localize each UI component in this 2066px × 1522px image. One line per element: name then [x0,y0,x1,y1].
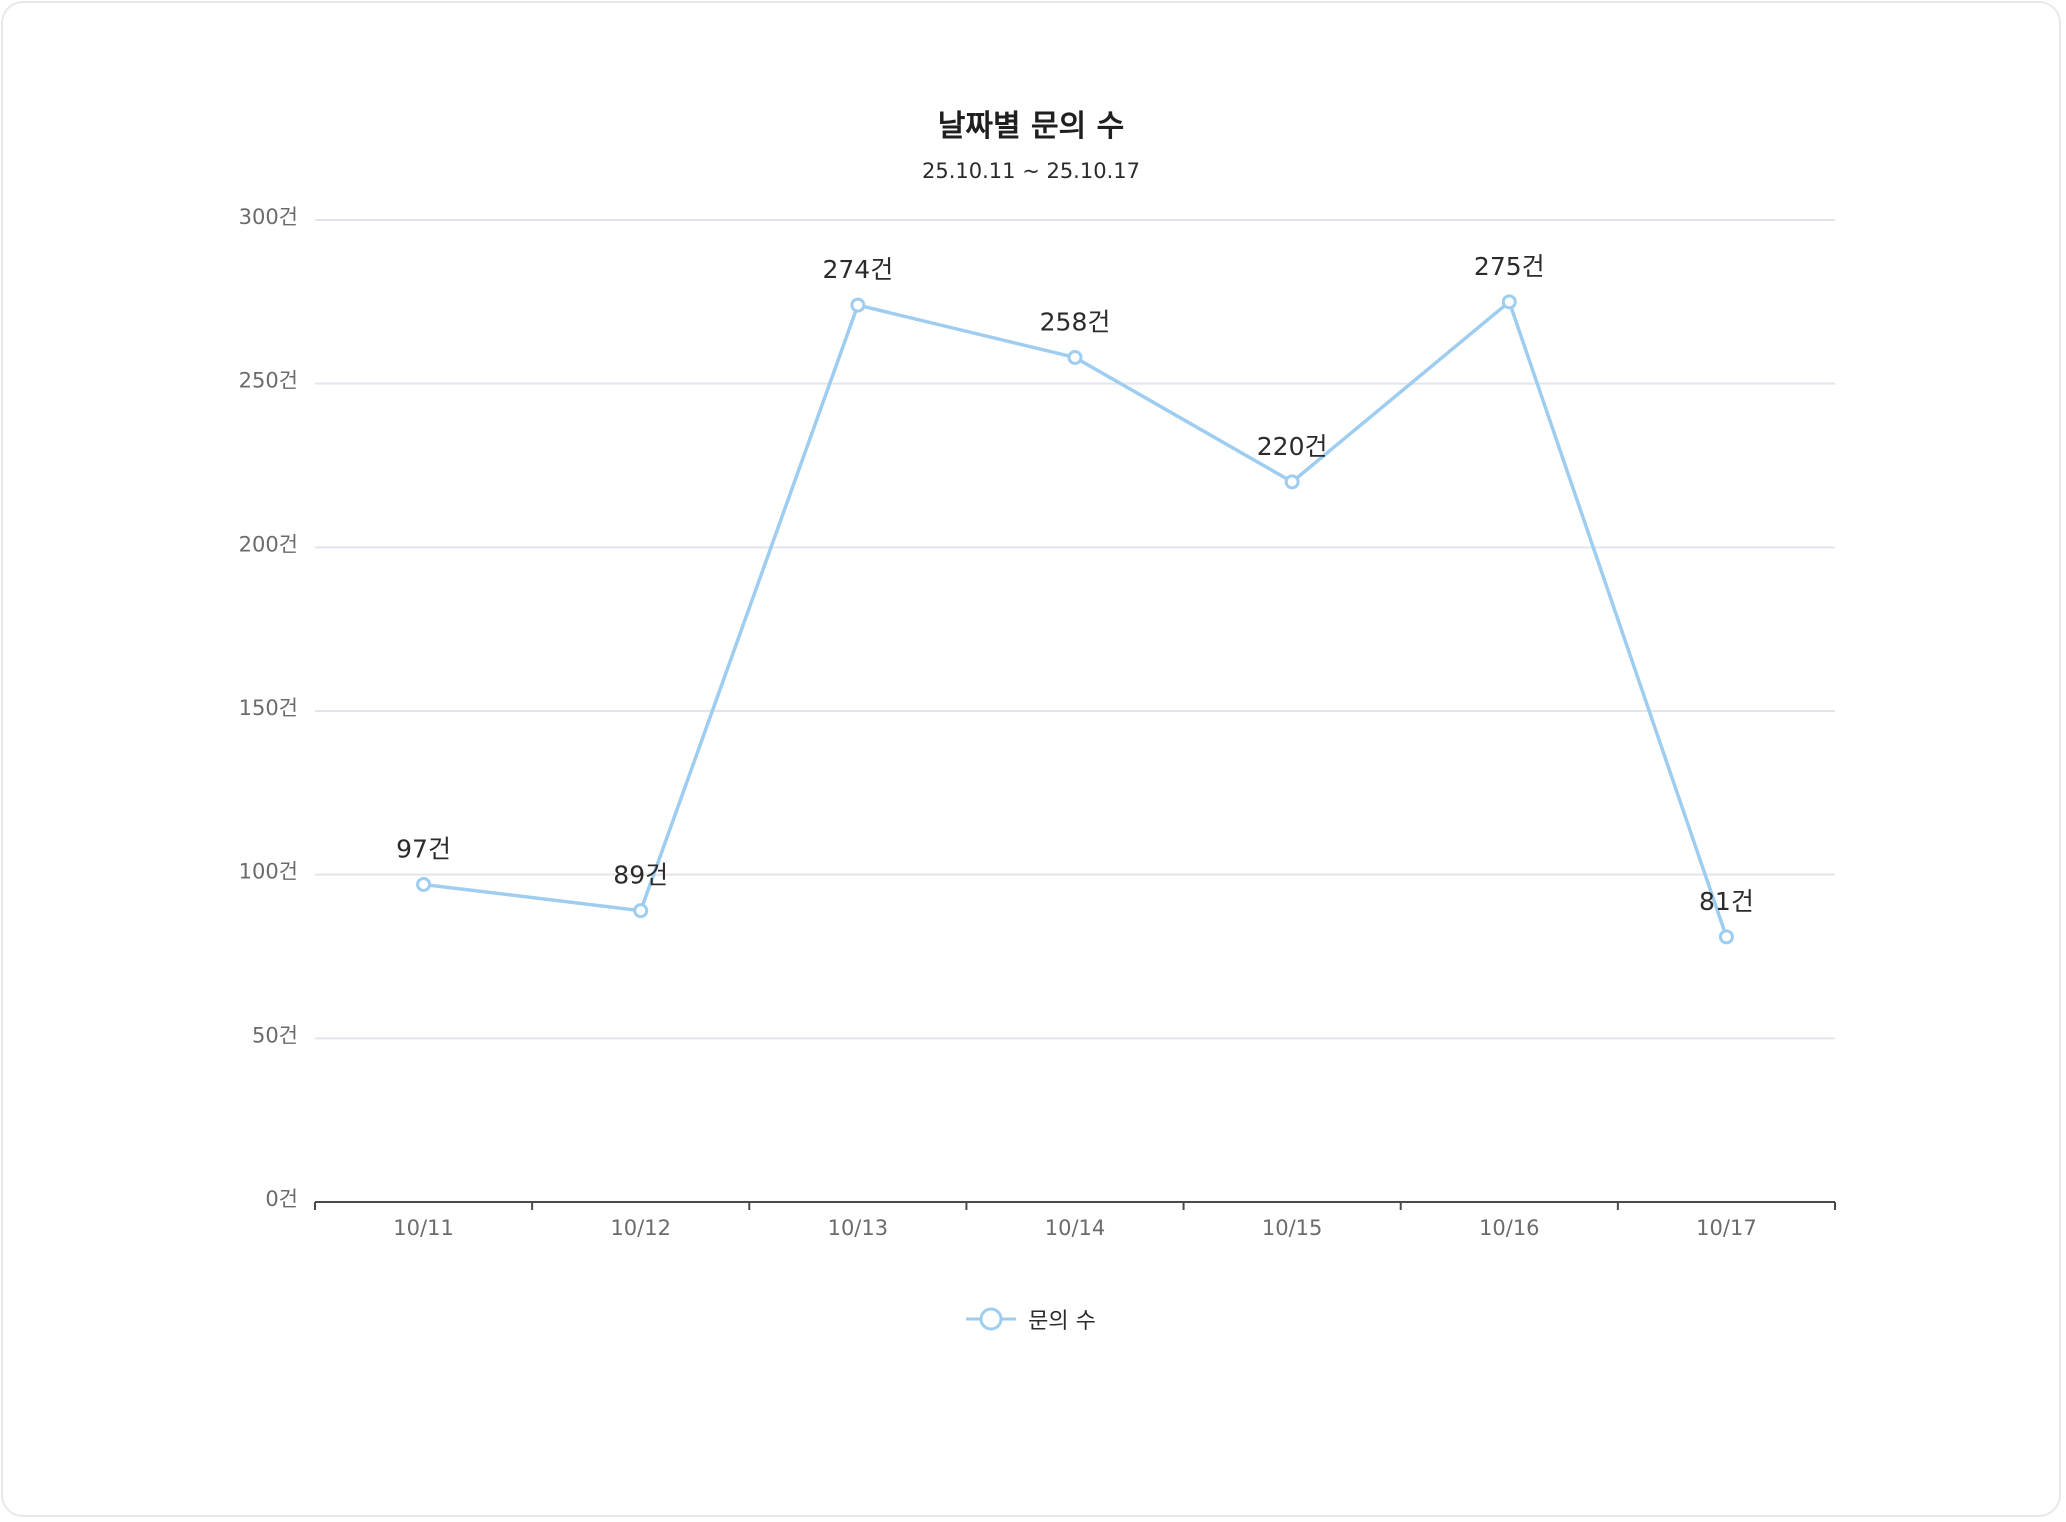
data-point [1284,474,1300,490]
y-tick-label: 250건 [239,369,298,393]
chart-subtitle: 25.10.11 ~ 25.10.17 [922,159,1140,183]
y-tick-label: 50건 [252,1023,298,1047]
data-label: 258건 [1040,307,1111,336]
data-label: 89건 [613,861,668,890]
data-label: 275건 [1474,252,1545,281]
x-tick-label: 10/13 [828,1216,889,1240]
x-tick-label: 10/11 [393,1216,454,1240]
y-tick-label: 0건 [265,1187,298,1211]
chart-title: 날짜별 문의 수 [937,109,1125,144]
label-layer: 97건 89건 274건 258건 220건 275건 81건 [396,252,1754,916]
y-tick-label: 100건 [239,860,298,884]
data-point [1718,929,1734,945]
series-layer [416,294,1734,945]
y-tick-label: 300건 [239,205,298,229]
x-tick-label: 10/14 [1045,1216,1106,1240]
legend-line-marker-icon [966,1307,1017,1331]
data-point [850,297,866,313]
series-line [423,300,1729,938]
data-label: 220건 [1257,432,1328,461]
axis-layer: 0건 50건 100건 150건 200건 250건 300건 10/11 10/12 10/13… [239,205,1836,1240]
legend[interactable]: 문의 수 [3,1303,2059,1335]
x-tick-label: 10/15 [1262,1216,1323,1240]
data-label: 81건 [1699,887,1754,916]
x-tick-label: 10/17 [1696,1216,1757,1240]
data-point [1067,349,1083,365]
data-point [416,876,432,892]
data-point [1501,294,1517,310]
y-tick-label: 200건 [239,532,298,556]
y-tick-label: 150건 [239,696,298,720]
x-tick-label: 10/16 [1479,1216,1540,1240]
data-point [633,903,649,919]
data-label: 97건 [396,834,451,863]
legend-label: 문의 수 [1028,1309,1096,1334]
line-chart: 0건 50건 100건 150건 200건 250건 300건 10/11 10/12 10/13… [239,205,1836,1240]
x-tick-label: 10/12 [610,1216,671,1240]
grid-layer [315,219,1835,1040]
data-label: 274건 [822,255,893,284]
